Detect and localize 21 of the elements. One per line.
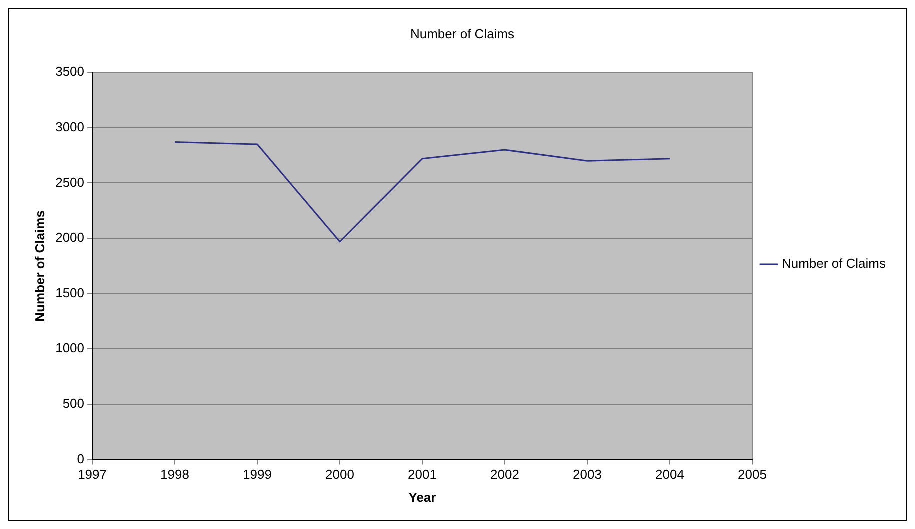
legend-label: Number of Claims [782,256,886,272]
y-tick-label: 3500 [56,64,85,80]
y-tick-label: 2500 [56,174,85,190]
x-tick-label: 1997 [78,467,107,482]
y-tick-label: 2000 [56,230,85,246]
y-tick-label: 0 [77,451,85,466]
x-tick-label: 2002 [490,467,520,482]
x-tick-label: 2003 [573,467,602,482]
y-tick-label: 500 [62,396,85,412]
x-tick-label: 2005 [738,467,767,482]
y-tick-label: 1500 [56,285,85,300]
chart-title: Number of Claims [410,26,516,42]
x-axis-title: Year [408,490,436,505]
x-tick-label: 1998 [160,467,190,482]
x-tick-label: 2000 [326,467,354,482]
x-tick-label: 1999 [243,467,272,482]
x-tick-label: 2004 [656,467,684,482]
y-tick-label: 1000 [56,340,85,356]
y-axis-title: Number of Claims [32,210,48,322]
x-tick-label: 2001 [408,467,437,482]
y-tick-label: 3000 [56,119,85,134]
